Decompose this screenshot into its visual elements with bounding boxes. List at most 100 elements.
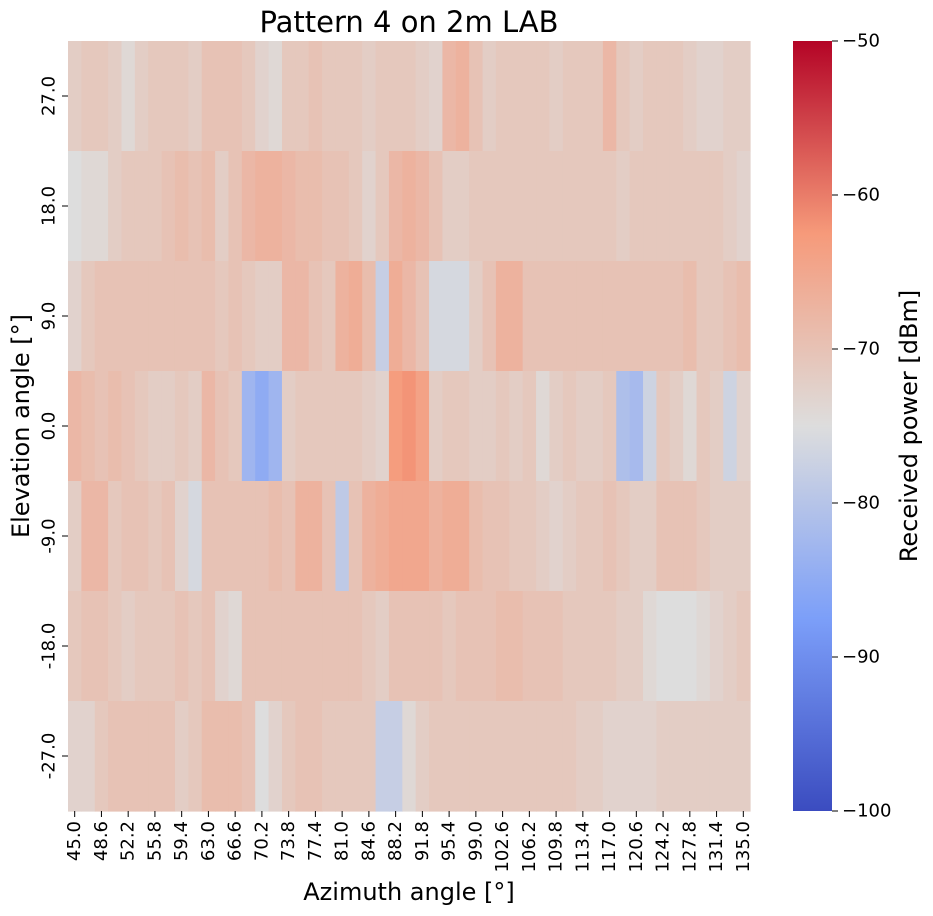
heatmap-cell [148,261,163,372]
heatmap-cell [469,261,484,372]
heatmap-cell [174,41,189,152]
heatmap-cell [375,591,390,702]
colorbar-tick-label: −50 [842,31,880,52]
heatmap-cell [94,371,109,482]
heatmap-cell [241,481,256,592]
colorbar-tick-label: −70 [842,339,880,360]
heatmap-cell [308,701,323,812]
heatmap-cell [295,701,310,812]
heatmap-cell [482,371,497,482]
y-tick-label: -27.0 [39,733,60,780]
heatmap-cell [308,371,323,482]
heatmap-cell [68,591,82,702]
heatmap-cell [602,261,617,372]
heatmap-cell [429,481,444,592]
heatmap-cell [388,151,403,262]
heatmap-cell [656,371,671,482]
heatmap-cell [255,151,270,262]
heatmap-cell [469,151,484,262]
heatmap-cell [362,371,377,482]
heatmap-cell [415,591,430,702]
heatmap-cell [696,41,711,152]
heatmap-cell [736,41,751,152]
heatmap-cell [335,371,350,482]
heatmap-cell [228,371,243,482]
heatmap-cell [348,701,363,812]
heatmap-cell [94,41,109,152]
heatmap-cell [228,481,243,592]
heatmap-cell [602,481,617,592]
heatmap-cell [723,701,738,812]
heatmap-cell [108,371,123,482]
heatmap-cell [362,41,377,152]
heatmap-cell [121,151,136,262]
y-tick-label: 9.0 [39,302,60,331]
heatmap-cell [201,701,216,812]
heatmap-cell [709,261,724,372]
heatmap-cell [94,591,109,702]
heatmap-cell [322,371,337,482]
heatmap-cell [268,481,283,592]
heatmap-cell [602,701,617,812]
heatmap-cell [121,591,136,702]
heatmap-cell [455,41,470,152]
heatmap-cell [602,371,617,482]
heatmap-cell [68,151,82,262]
heatmap-cell [669,371,684,482]
heatmap-cell [629,261,644,372]
heatmap-cell [723,371,738,482]
x-tick-label: 84.6 [358,821,379,861]
heatmap-cell [281,591,296,702]
heatmap-cell [228,701,243,812]
heatmap-cell [589,41,604,152]
heatmap-cell [616,151,631,262]
heatmap-cell [201,41,216,152]
heatmap-cell [161,371,176,482]
heatmap-cell [81,371,96,482]
x-tick-label: 91.8 [412,821,433,861]
heatmap-cell [415,41,430,152]
heatmap-cell [656,591,671,702]
heatmap-cell [362,481,377,592]
heatmap-cell [562,151,577,262]
heatmap-cell [134,701,149,812]
heatmap-cell [469,481,484,592]
heatmap-cell [121,371,136,482]
heatmap-cell [308,151,323,262]
heatmap-cell [723,41,738,152]
x-tick-label: 70.2 [251,821,272,861]
heatmap-cell [429,371,444,482]
heatmap-cell [161,701,176,812]
heatmap-cell [656,481,671,592]
heatmap-cell [348,41,363,152]
heatmap-cell [375,41,390,152]
heatmap-cell [148,151,163,262]
heatmap-cell [148,41,163,152]
heatmap-cell [295,41,310,152]
heatmap-cell [723,481,738,592]
heatmap-cell [643,371,657,482]
heatmap-cell [174,261,189,372]
heatmap-cell [201,591,216,702]
heatmap-cell [348,261,363,372]
heatmap-cell [522,371,537,482]
heatmap-cell [201,371,216,482]
heatmap-cell [509,371,524,482]
heatmap-cell [161,261,176,372]
heatmap-cell [602,41,617,152]
heatmap-cell [375,481,390,592]
heatmap-cell [281,41,296,152]
heatmap-cell [281,481,296,592]
heatmap-cell [495,261,510,372]
heatmap-cell [94,151,109,262]
heatmap-cell [215,701,230,812]
heatmap-cell [108,261,123,372]
x-tick-label: 131.4 [706,821,727,873]
heatmap-cell [134,261,149,372]
heatmap-cell [442,261,457,372]
heatmap-cell [68,481,82,592]
heatmap-cell [348,151,363,262]
heatmap-cell [241,151,256,262]
heatmap-cell [469,41,484,152]
